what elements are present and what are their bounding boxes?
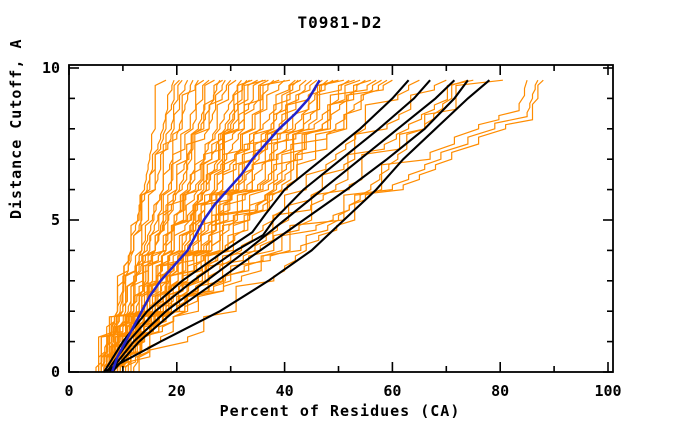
x-tick-label: 20 <box>168 382 186 400</box>
series-line-black <box>108 79 456 373</box>
x-axis-label: Percent of Residues (CA) <box>219 402 461 420</box>
series-line-orange <box>122 79 388 372</box>
series-line-orange <box>100 79 180 372</box>
y-tick-label: 10 <box>42 59 60 77</box>
series-line-orange <box>95 79 266 372</box>
series-line-orange <box>122 79 329 372</box>
x-tick-label: 40 <box>276 382 294 400</box>
chart-title: T0981-D2 <box>297 13 383 32</box>
series-line-orange <box>108 79 355 372</box>
series-line-orange <box>111 79 382 372</box>
series-line-orange <box>100 79 253 372</box>
y-tick-label: 5 <box>51 211 60 229</box>
series-line-orange <box>100 79 296 372</box>
series-line-black <box>103 79 491 373</box>
series-line-orange <box>108 79 474 372</box>
series-line-orange <box>106 79 167 372</box>
series-line-blue <box>110 79 321 373</box>
series-line-orange <box>111 79 258 372</box>
plot-frame <box>68 64 614 373</box>
series-line-orange <box>116 79 371 372</box>
y-tick-label: 0 <box>51 363 60 381</box>
series-line-orange <box>111 79 544 372</box>
series-line-orange <box>108 79 393 372</box>
series-line-orange <box>98 79 223 372</box>
x-tick-label: 60 <box>383 382 401 400</box>
x-tick-label: 0 <box>64 382 73 400</box>
series-line-black <box>105 79 431 373</box>
series-line-orange <box>130 79 361 372</box>
series-line-black <box>103 79 410 373</box>
series-line-orange <box>111 79 420 372</box>
x-tick-label: 80 <box>491 382 509 400</box>
x-tick-label: 100 <box>594 382 621 400</box>
series-line-orange <box>106 79 377 372</box>
series-line-orange <box>106 80 528 372</box>
series-line-black <box>111 79 469 373</box>
series-line-orange <box>103 79 199 372</box>
